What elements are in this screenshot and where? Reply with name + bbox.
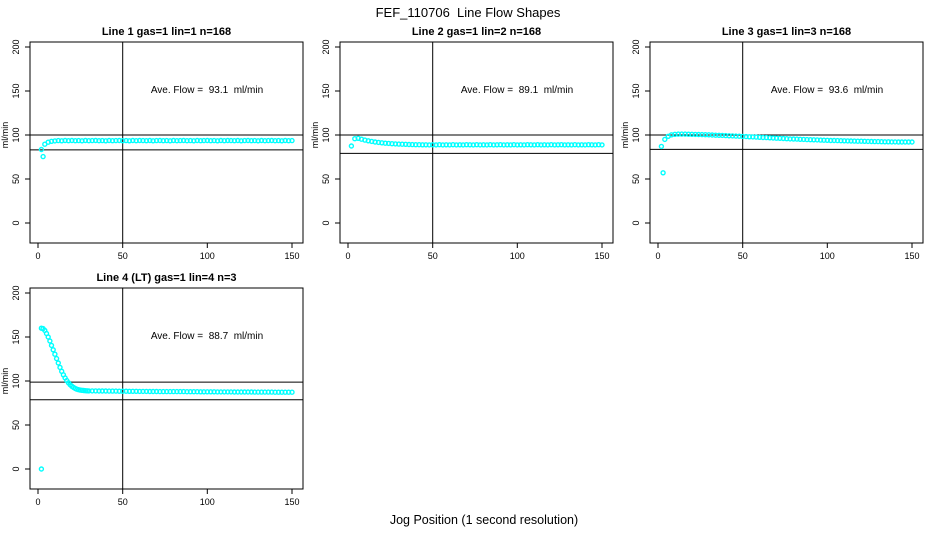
figure-title: FEF_110706 Line Flow Shapes	[375, 5, 561, 20]
svg-text:0: 0	[11, 220, 21, 225]
svg-text:100: 100	[200, 251, 215, 261]
y-axis-title: ml/min	[0, 368, 10, 395]
plot-box	[649, 41, 924, 244]
subplot-title: Line 3 gas=1 lin=3 n=168	[721, 26, 852, 38]
svg-text:0: 0	[11, 466, 21, 471]
data-points	[348, 135, 605, 149]
svg-text:200: 200	[11, 39, 21, 54]
subplot-line-3: Line 3 gas=1 lin=3 n=168 Ave. Flow = 93.…	[620, 0, 930, 262]
y-axis: 0 50 100 150 200 ml/min	[0, 39, 30, 226]
svg-text:100: 100	[820, 251, 835, 261]
svg-text:50: 50	[118, 251, 128, 261]
data-points	[38, 325, 295, 472]
svg-text:0: 0	[35, 251, 40, 261]
subplot-title: Line 2 gas=1 lin=2 n=168	[411, 26, 542, 38]
plot-box	[29, 287, 304, 490]
svg-text:50: 50	[321, 174, 331, 184]
svg-text:100: 100	[200, 497, 215, 507]
y-axis: 0 50 100 150 200 ml/min	[310, 39, 340, 226]
y-axis-title: ml/min	[0, 122, 10, 149]
plot-canvas-line-3: 0 50 100 150 200 ml/min 0 50 100 150	[620, 39, 924, 261]
svg-text:50: 50	[11, 420, 21, 430]
svg-text:150: 150	[631, 83, 641, 98]
svg-text:50: 50	[118, 497, 128, 507]
ave-flow-annotation: Ave. Flow = 88.7 ml/min	[150, 331, 264, 342]
ave-flow-annotation: Ave. Flow = 89.1 ml/min	[460, 85, 574, 96]
svg-text:0: 0	[631, 220, 641, 225]
svg-text:50: 50	[738, 251, 748, 261]
svg-text:150: 150	[284, 497, 299, 507]
plot-box	[29, 41, 304, 244]
ave-flow-annotation: Ave. Flow = 93.6 ml/min	[770, 85, 884, 96]
svg-text:200: 200	[631, 39, 641, 54]
svg-text:200: 200	[11, 285, 21, 300]
plot-canvas-line-1: 0 50 100 150 200 ml/min 0 50 100 150	[0, 39, 304, 261]
subplot-title: Line 4 (LT) gas=1 lin=4 n=3	[96, 272, 237, 284]
plot-box	[339, 41, 614, 244]
x-axis: 0 50 100 150	[35, 489, 300, 507]
y-axis-title: ml/min	[620, 122, 630, 149]
plot-canvas-line-2: 0 50 100 150 200 ml/min 0 50 100 150	[310, 39, 614, 261]
svg-text:200: 200	[321, 39, 331, 54]
svg-text:150: 150	[284, 251, 299, 261]
data-points	[658, 131, 915, 176]
svg-text:0: 0	[345, 251, 350, 261]
svg-text:0: 0	[35, 497, 40, 507]
svg-text:0: 0	[655, 251, 660, 261]
svg-text:100: 100	[631, 127, 641, 142]
subplot-line-4: Line 4 (LT) gas=1 lin=4 n=3 Ave. Flow = …	[0, 246, 310, 508]
reference-lines	[650, 42, 923, 243]
y-axis: 0 50 100 150 200 ml/min	[620, 39, 650, 226]
svg-text:50: 50	[428, 251, 438, 261]
subplot-line-2: Line 2 gas=1 lin=2 n=168 Ave. Flow = 89.…	[310, 0, 620, 262]
y-axis: 0 50 100 150 200 ml/min	[0, 285, 30, 472]
svg-text:150: 150	[11, 329, 21, 344]
subplot-line-1: Line 1 gas=1 lin=1 n=168 Ave. Flow = 93.…	[0, 0, 310, 262]
svg-text:50: 50	[11, 174, 21, 184]
svg-text:150: 150	[321, 83, 331, 98]
x-axis-label: Jog Position (1 second resolution)	[389, 513, 579, 527]
subplot-title: Line 1 gas=1 lin=1 n=168	[101, 26, 232, 38]
plot-canvas-line-4: 0 50 100 150 200 ml/min 0 50 100 150	[0, 285, 304, 507]
svg-text:150: 150	[594, 251, 609, 261]
ave-flow-annotation: Ave. Flow = 93.1 ml/min	[150, 85, 264, 96]
y-axis-title: ml/min	[310, 122, 320, 149]
svg-text:100: 100	[510, 251, 525, 261]
x-axis: 0 50 100 150	[35, 243, 300, 261]
x-axis: 0 50 100 150	[345, 243, 610, 261]
data-points	[38, 137, 295, 160]
svg-text:100: 100	[321, 127, 331, 142]
svg-text:150: 150	[904, 251, 919, 261]
svg-text:150: 150	[11, 83, 21, 98]
svg-text:50: 50	[631, 174, 641, 184]
x-axis: 0 50 100 150	[655, 243, 920, 261]
svg-text:0: 0	[321, 220, 331, 225]
svg-text:100: 100	[11, 373, 21, 388]
svg-text:100: 100	[11, 127, 21, 142]
